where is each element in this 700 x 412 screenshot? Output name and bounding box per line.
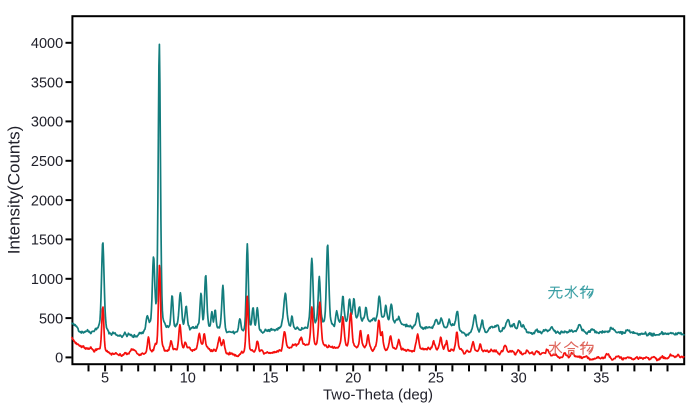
svg-text:3000: 3000: [31, 115, 63, 131]
svg-text:1000: 1000: [31, 272, 63, 288]
svg-text:10: 10: [180, 370, 196, 386]
svg-text:500: 500: [39, 311, 63, 327]
svg-text:35: 35: [593, 370, 609, 386]
svg-text:1500: 1500: [31, 233, 63, 249]
svg-text:2000: 2000: [31, 193, 63, 209]
svg-text:30: 30: [511, 370, 527, 386]
svg-text:15: 15: [262, 370, 278, 386]
svg-text:Two-Theta (deg): Two-Theta (deg): [323, 387, 433, 404]
svg-text:20: 20: [345, 370, 361, 386]
svg-text:0: 0: [55, 351, 63, 367]
svg-text:4000: 4000: [31, 36, 63, 52]
svg-text:25: 25: [428, 370, 444, 386]
svg-text:5: 5: [101, 370, 109, 386]
svg-text:Intensity(Counts): Intensity(Counts): [4, 126, 23, 255]
svg-text:2500: 2500: [31, 154, 63, 170]
svg-text:3500: 3500: [31, 75, 63, 91]
